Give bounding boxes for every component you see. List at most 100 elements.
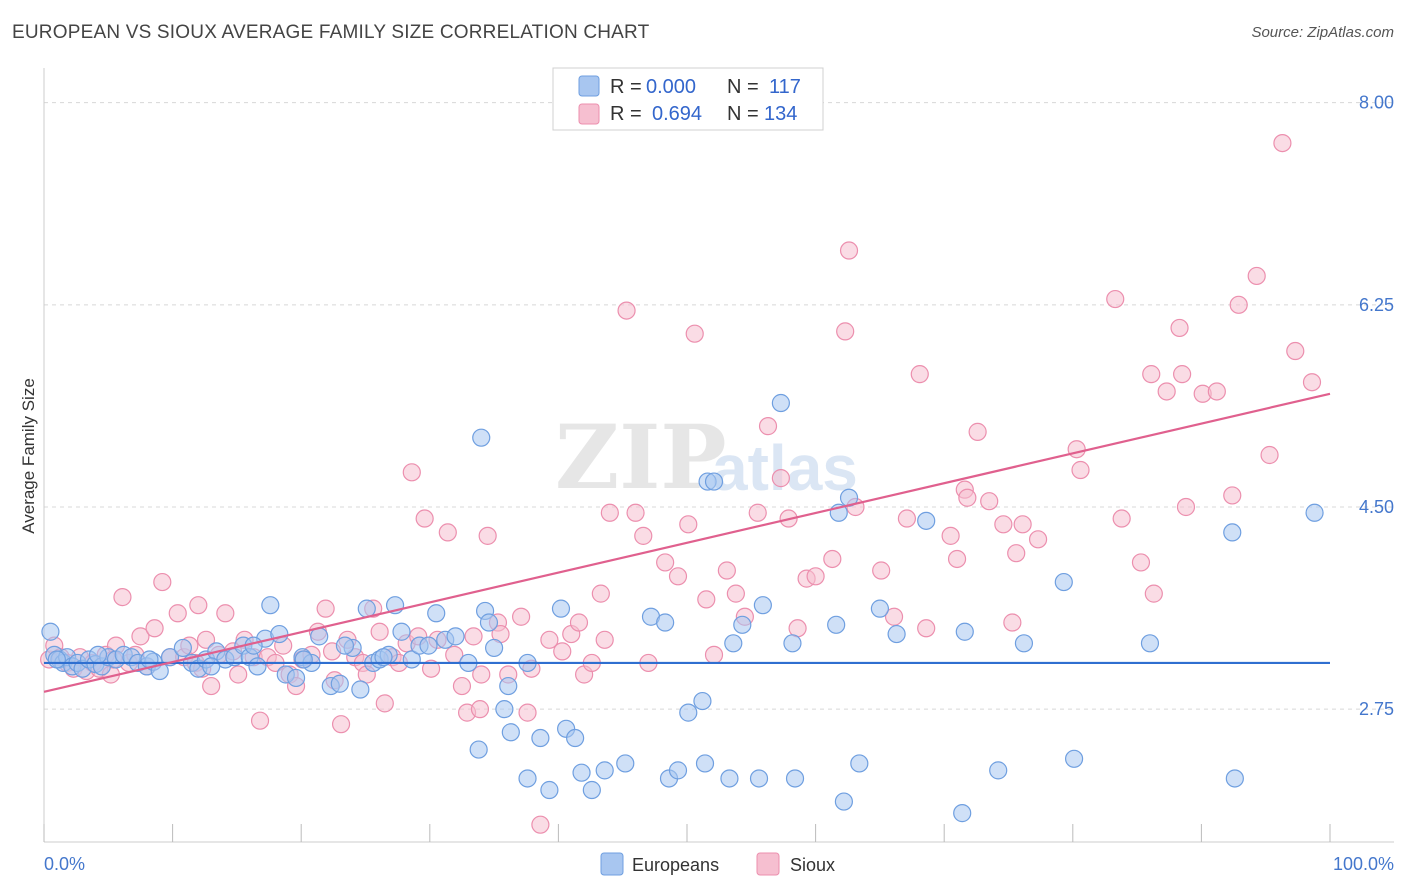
sioux-point — [717, 561, 736, 580]
european-point — [870, 599, 890, 618]
sioux-point — [626, 503, 645, 522]
sioux-point — [438, 523, 457, 542]
sioux-point — [679, 515, 698, 534]
european-point — [531, 728, 550, 748]
european-point — [1054, 572, 1073, 592]
european-point — [261, 596, 280, 615]
european-point — [540, 780, 559, 800]
legend-swatch-sioux — [578, 103, 600, 125]
sioux-point — [947, 549, 967, 569]
european-point — [783, 634, 802, 653]
sioux-point — [910, 365, 929, 384]
sioux-point — [553, 642, 572, 661]
y-tick-label: 8.00 — [1359, 93, 1394, 113]
legend-r-value: 0.000 — [646, 76, 696, 98]
sioux-point — [884, 607, 904, 626]
sioux-point — [531, 815, 550, 834]
bottom-legend-swatch-europeans — [600, 852, 624, 876]
european-point — [785, 769, 805, 788]
sioux-point — [1176, 497, 1196, 517]
sioux-point — [421, 659, 441, 678]
sioux-point — [415, 509, 434, 528]
sioux-point — [229, 665, 248, 684]
european-point — [733, 615, 752, 634]
sioux-point — [1207, 382, 1226, 401]
sioux-point — [1071, 460, 1090, 480]
sioux-point — [1067, 440, 1086, 459]
sioux-point — [697, 590, 716, 609]
sioux-point — [569, 613, 589, 632]
european-point — [887, 624, 906, 644]
european-point — [485, 638, 504, 658]
european-point — [202, 657, 221, 676]
sioux-point — [617, 301, 636, 320]
legend-n-label: N = — [727, 103, 759, 125]
sioux-point — [1273, 133, 1292, 153]
european-point — [1223, 523, 1242, 542]
european-point — [248, 657, 267, 676]
sioux-point — [196, 630, 216, 649]
european-point — [572, 763, 591, 782]
sioux-point — [1007, 544, 1026, 563]
european-point — [173, 638, 192, 658]
watermark: ZIP atlas — [555, 405, 858, 509]
sioux-point — [470, 700, 490, 719]
sioux-point — [1260, 445, 1279, 465]
sioux-point — [316, 599, 335, 618]
bottom-legend-sioux: Sioux — [790, 855, 835, 875]
european-point — [392, 622, 411, 641]
sioux-point — [1247, 266, 1266, 286]
sioux-point — [464, 627, 483, 646]
european-point — [41, 622, 60, 641]
legend-n-value: 134 — [764, 103, 797, 125]
sioux-point — [704, 645, 724, 664]
european-point — [1064, 749, 1084, 768]
trend-layer — [43, 392, 1331, 693]
sioux-point — [595, 630, 614, 649]
sioux-point — [1223, 486, 1242, 505]
european-point — [479, 613, 499, 632]
european-point — [427, 604, 446, 623]
sioux-point — [153, 572, 172, 592]
european-point — [704, 472, 724, 491]
sioux-point — [512, 607, 531, 626]
y-tick-label: 2.75 — [1359, 699, 1394, 719]
sioux-point — [1173, 365, 1192, 384]
y-tick-label: 6.25 — [1359, 295, 1394, 315]
european-point — [668, 761, 688, 780]
sioux-point — [540, 630, 559, 649]
sioux-point — [758, 417, 778, 436]
sioux-point — [1144, 584, 1163, 603]
sioux-point — [1229, 295, 1248, 314]
european-point — [88, 645, 108, 664]
y-tick-labels: 2.75 4.50 6.25 8.00 — [1359, 93, 1394, 719]
sioux-point — [478, 526, 497, 545]
sioux-point — [189, 596, 208, 615]
european-point — [693, 691, 712, 711]
sioux-point — [1131, 553, 1151, 572]
european-point — [566, 728, 585, 748]
european-point — [989, 761, 1008, 780]
sioux-point — [250, 711, 270, 730]
sioux-point — [788, 619, 807, 638]
sioux-point — [1003, 613, 1022, 632]
sioux-point — [1157, 382, 1176, 401]
sioux-point — [806, 567, 825, 586]
sioux-point — [1013, 515, 1032, 534]
sioux-point — [634, 526, 653, 545]
european-point — [47, 650, 66, 669]
sioux-point — [113, 587, 132, 607]
sioux-point — [980, 492, 999, 511]
x-tick-label-max: 100.0% — [1333, 854, 1394, 874]
european-point — [335, 636, 355, 655]
european-point — [953, 804, 972, 823]
sioux-point — [726, 584, 745, 603]
european-point — [616, 754, 635, 773]
sioux-point — [917, 619, 936, 638]
sioux-point — [168, 604, 187, 623]
bottom-legend: Europeans Sioux — [600, 852, 835, 876]
sioux-point — [668, 567, 688, 586]
european-point — [656, 613, 675, 632]
sioux-point — [1286, 341, 1305, 361]
